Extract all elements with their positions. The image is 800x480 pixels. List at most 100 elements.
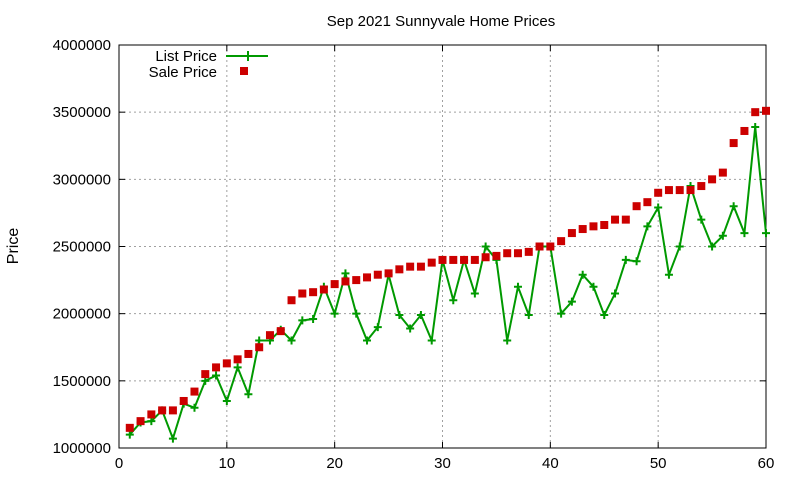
data-point bbox=[222, 359, 231, 368]
data-point bbox=[546, 242, 555, 251]
data-point bbox=[438, 255, 447, 264]
data-point bbox=[406, 324, 415, 333]
x-tick-label: 50 bbox=[650, 455, 667, 472]
data-point bbox=[125, 423, 134, 432]
data-point bbox=[427, 258, 436, 267]
data-point bbox=[330, 280, 339, 289]
data-point bbox=[621, 215, 630, 224]
legend-marker-list-price bbox=[243, 51, 253, 61]
data-point bbox=[470, 255, 479, 264]
data-point bbox=[697, 215, 706, 224]
y-tick-label: 3500000 bbox=[53, 104, 111, 121]
data-point bbox=[212, 371, 221, 380]
x-tick-label: 30 bbox=[434, 455, 451, 472]
data-point bbox=[481, 253, 490, 262]
y-axis-label: Price bbox=[5, 228, 22, 265]
series bbox=[125, 106, 770, 443]
data-point bbox=[632, 257, 641, 266]
axis-ticks: 1000000 1500000 2000000 2500000 3000000 35000… bbox=[53, 37, 775, 472]
data-point bbox=[503, 336, 512, 345]
data-point bbox=[729, 139, 738, 148]
x-tick-label: 60 bbox=[758, 455, 775, 472]
data-point bbox=[740, 229, 749, 238]
data-point bbox=[664, 186, 673, 195]
data-point bbox=[567, 229, 576, 238]
data-point bbox=[265, 331, 274, 340]
data-point bbox=[136, 417, 145, 426]
data-point bbox=[686, 186, 695, 195]
data-point bbox=[589, 282, 598, 291]
data-point bbox=[762, 106, 770, 115]
y-tick-label: 4000000 bbox=[53, 37, 111, 54]
legend-label-list-price: List Price bbox=[155, 48, 217, 65]
data-point bbox=[406, 262, 415, 271]
data-point bbox=[341, 277, 350, 286]
data-point bbox=[427, 336, 436, 345]
y-tick-label: 2500000 bbox=[53, 239, 111, 256]
data-point bbox=[190, 403, 199, 412]
data-point bbox=[395, 265, 404, 274]
data-point bbox=[557, 309, 566, 318]
data-point bbox=[352, 276, 361, 285]
data-point bbox=[363, 273, 372, 282]
data-point bbox=[276, 327, 285, 336]
data-point bbox=[147, 417, 156, 426]
data-point bbox=[416, 311, 425, 320]
data-point bbox=[513, 282, 522, 291]
data-point bbox=[675, 186, 684, 195]
data-point bbox=[578, 225, 587, 234]
data-point bbox=[589, 222, 598, 231]
chart-title: Sep 2021 Sunnyvale Home Prices bbox=[327, 13, 555, 30]
data-point bbox=[470, 289, 479, 298]
y-tick-label: 1500000 bbox=[53, 373, 111, 390]
data-point bbox=[201, 376, 210, 385]
data-point bbox=[697, 182, 706, 191]
y-tick-label: 3000000 bbox=[53, 171, 111, 188]
data-point bbox=[535, 242, 544, 251]
data-point bbox=[740, 126, 749, 135]
data-point bbox=[460, 255, 469, 264]
data-point bbox=[168, 434, 177, 443]
data-point bbox=[168, 406, 177, 415]
data-point bbox=[643, 198, 652, 207]
data-point bbox=[158, 406, 167, 415]
data-point bbox=[330, 309, 339, 318]
data-point bbox=[751, 122, 760, 131]
data-point bbox=[524, 311, 533, 320]
data-point bbox=[449, 296, 458, 305]
data-point bbox=[762, 229, 770, 238]
data-point bbox=[233, 363, 242, 372]
data-point bbox=[233, 355, 242, 364]
data-point bbox=[373, 323, 382, 332]
data-point bbox=[190, 387, 199, 396]
data-point bbox=[298, 316, 307, 325]
data-point bbox=[708, 242, 717, 251]
data-point bbox=[654, 203, 663, 212]
data-point bbox=[352, 309, 361, 318]
data-point bbox=[212, 363, 221, 372]
data-point bbox=[567, 297, 576, 306]
x-tick-label: 20 bbox=[326, 455, 343, 472]
data-point bbox=[222, 396, 231, 405]
data-point bbox=[373, 270, 382, 279]
data-point bbox=[298, 289, 307, 298]
data-point bbox=[664, 270, 673, 279]
data-point bbox=[395, 311, 404, 320]
data-point bbox=[643, 222, 652, 231]
data-point bbox=[481, 242, 490, 251]
legend-marker-sale-price bbox=[240, 67, 248, 75]
data-point bbox=[611, 215, 620, 224]
data-point bbox=[255, 343, 264, 352]
data-point bbox=[384, 269, 393, 278]
data-point bbox=[600, 311, 609, 320]
series-sale-price bbox=[125, 106, 770, 432]
data-point bbox=[751, 108, 760, 117]
data-point bbox=[309, 288, 318, 297]
x-tick-label: 40 bbox=[542, 455, 559, 472]
data-point bbox=[244, 349, 253, 358]
data-point bbox=[416, 262, 425, 271]
data-point bbox=[125, 430, 134, 439]
x-tick-label: 10 bbox=[218, 455, 235, 472]
data-point bbox=[309, 315, 318, 324]
data-point bbox=[524, 247, 533, 256]
